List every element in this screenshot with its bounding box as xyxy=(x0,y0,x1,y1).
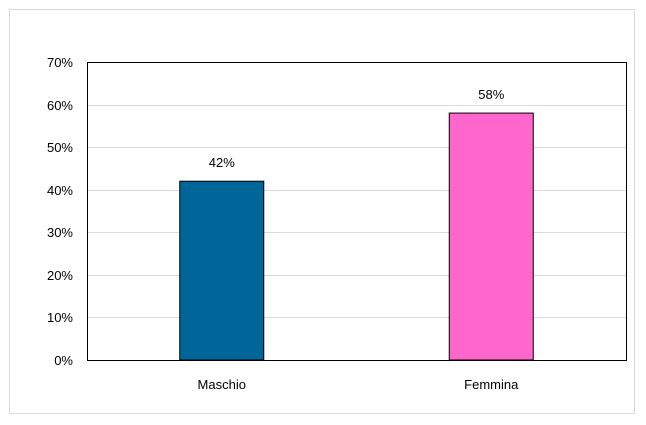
data-labels: 42% 58% xyxy=(209,87,505,170)
y-tick-label: 20% xyxy=(47,268,73,283)
y-tick-label: 60% xyxy=(47,98,73,113)
bar-femmina xyxy=(448,112,534,361)
bars xyxy=(179,112,534,361)
x-tick-label: Femmina xyxy=(464,377,519,392)
y-tick-label: 0% xyxy=(54,353,73,368)
x-axis-labels: Maschio Femmina xyxy=(198,377,520,392)
data-label: 58% xyxy=(478,87,504,102)
y-tick-label: 40% xyxy=(47,183,73,198)
y-tick-label: 10% xyxy=(47,310,73,325)
plot-area-border xyxy=(87,62,627,361)
x-tick-label: Maschio xyxy=(198,377,246,392)
y-tick-label: 30% xyxy=(47,225,73,240)
y-tick-label: 50% xyxy=(47,140,73,155)
gridlines xyxy=(87,105,626,361)
bar-maschio xyxy=(179,180,265,361)
y-axis-ticks: 0% 10% 20% 30% 40% 50% 60% 70% xyxy=(47,55,73,368)
data-label: 42% xyxy=(209,155,235,170)
y-tick-label: 70% xyxy=(47,55,73,70)
